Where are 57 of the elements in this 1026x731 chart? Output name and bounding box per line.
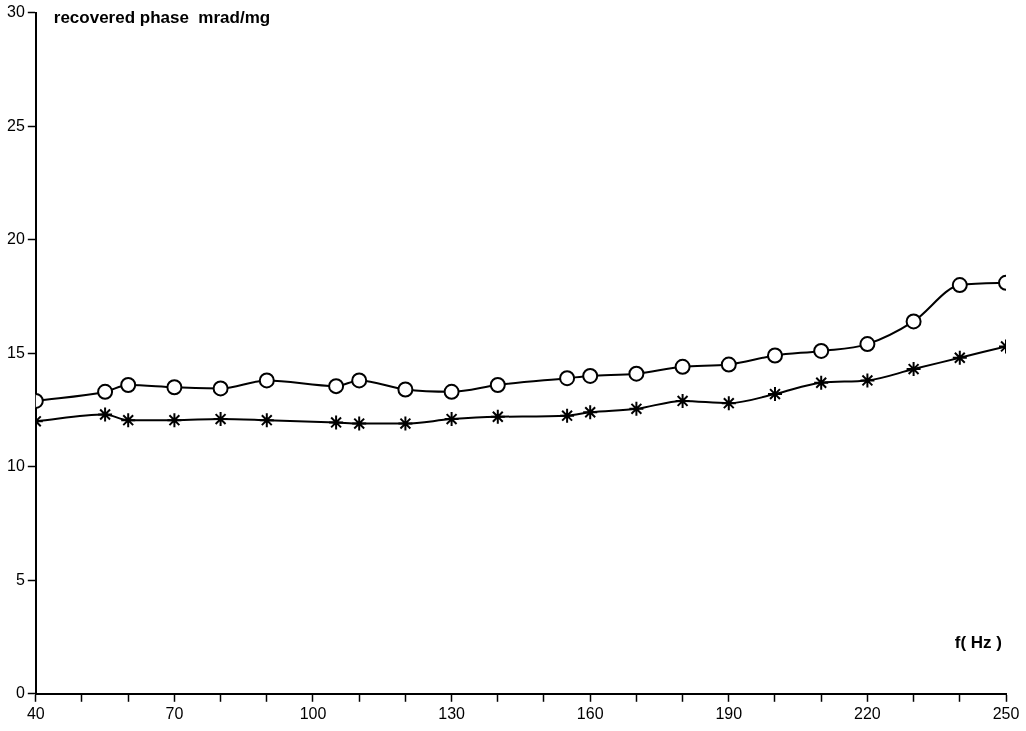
point: [212, 411, 229, 428]
point: [328, 378, 345, 395]
point: [905, 361, 922, 378]
point: [720, 395, 737, 412]
x-tick-label: 160: [576, 704, 604, 722]
x-tick-label: 100: [299, 704, 327, 722]
point: [443, 411, 460, 428]
point: [166, 412, 183, 429]
x-axis-title: f( Hz ): [954, 632, 1002, 652]
point: [859, 336, 876, 353]
y-tick-label: 5: [15, 570, 25, 588]
point: [674, 392, 691, 409]
point: [767, 386, 783, 403]
point: [767, 347, 783, 364]
point: [258, 372, 275, 389]
point: [489, 408, 506, 425]
x-tick-label: 70: [165, 704, 184, 722]
point: [859, 372, 876, 389]
y-tick-label: 15: [7, 343, 25, 361]
point: [397, 381, 414, 398]
x-tick-label: 190: [715, 704, 743, 722]
point: [559, 407, 576, 424]
point: [951, 349, 968, 366]
point: [951, 277, 968, 294]
point: [166, 379, 183, 396]
y-tick-label: 30: [7, 3, 25, 21]
point: [212, 380, 229, 397]
point: [443, 383, 460, 400]
point: [258, 412, 275, 429]
y-tick-label: 20: [7, 230, 25, 248]
point: [813, 374, 830, 391]
point: [351, 372, 368, 389]
y-axis-title: recovered phase mrad/mg: [53, 8, 271, 28]
point: [674, 358, 691, 375]
point: [582, 404, 599, 421]
point: [628, 365, 645, 382]
point: [582, 367, 599, 384]
point: [351, 415, 368, 432]
point: [813, 342, 830, 359]
x-tick-label: 40: [26, 704, 45, 722]
point: [489, 376, 506, 393]
point: [559, 370, 576, 387]
point: [97, 406, 114, 423]
y-tick-label: 25: [7, 116, 25, 134]
y-tick-label: 10: [7, 457, 25, 475]
point: [905, 313, 922, 330]
x-tick-label: 130: [438, 704, 466, 722]
x-tick-label: 250: [992, 704, 1020, 722]
point: [120, 376, 137, 393]
point: [328, 414, 345, 431]
y-tick-label: 0: [15, 684, 25, 702]
x-tick-label: 220: [854, 704, 881, 722]
point: [720, 356, 737, 373]
point: [397, 415, 414, 432]
point: [120, 412, 137, 429]
point: [97, 383, 114, 400]
point: [628, 400, 645, 417]
